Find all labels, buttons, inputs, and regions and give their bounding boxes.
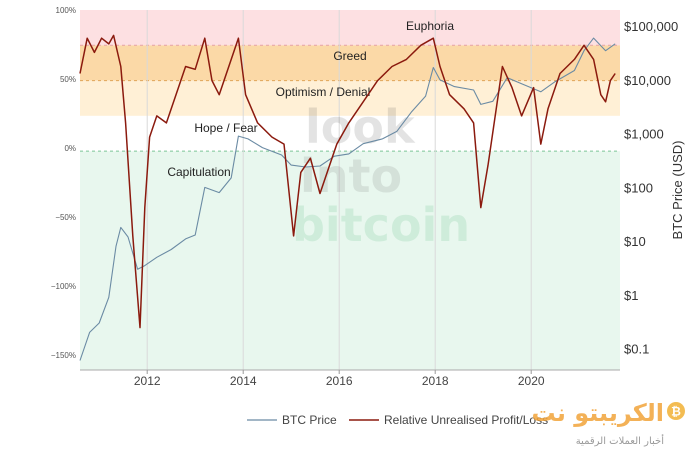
zone-label-capitulation: Capitulation <box>167 165 230 179</box>
series-lines <box>79 34 616 361</box>
watermark-line-2: into <box>300 149 402 203</box>
legend-label-rupl: Relative Unrealised Profit/Loss <box>384 413 548 427</box>
right-axis-ticks: $100,000 $10,000 $1,000 $100 $10 $1 $0.1 <box>624 19 678 356</box>
zone-band-euphoria <box>80 10 620 46</box>
alcryptonet-logo: ₿ الكريبتو نت أخبار العملات الرقمية <box>531 399 685 447</box>
zone-band-greed <box>80 45 620 81</box>
zone-band-capitulation <box>80 151 620 370</box>
right-tick-label: $100,000 <box>624 19 678 34</box>
right-tick-label: $0.1 <box>624 342 649 357</box>
right-tick-label: $100 <box>624 180 653 195</box>
left-tick-label: −100% <box>51 282 76 291</box>
x-axis-ticks: 2012 2014 2016 2018 2020 <box>134 370 545 388</box>
legend: BTC Price Relative Unrealised Profit/Los… <box>247 413 548 427</box>
series-line-btc-price <box>79 37 616 361</box>
legend-label-btc-price: BTC Price <box>282 413 337 427</box>
x-tick-label: 2012 <box>134 374 161 388</box>
x-tick-label: 2016 <box>326 374 353 388</box>
left-tick-label: 0% <box>64 144 76 153</box>
x-tick-label: 2020 <box>518 374 545 388</box>
watermark-line-3: bitcoin <box>292 198 470 252</box>
x-tick-label: 2014 <box>230 374 257 388</box>
right-tick-label: $1,000 <box>624 127 664 142</box>
left-tick-label: −150% <box>51 351 76 360</box>
bitcoin-symbol-icon: ₿ <box>671 405 681 419</box>
left-tick-label: −50% <box>55 213 76 222</box>
brand-name: الكريبتو نت <box>531 399 664 427</box>
legend-item-rupl[interactable]: Relative Unrealised Profit/Loss <box>349 413 548 427</box>
zone-label-euphoria: Euphoria <box>406 19 454 33</box>
brand-tagline: أخبار العملات الرقمية <box>576 434 665 447</box>
right-tick-label: $1 <box>624 288 638 303</box>
left-tick-label: 50% <box>60 75 76 84</box>
zone-labels: Euphoria Greed Optimism / Denial Hope / … <box>167 19 454 179</box>
zone-label-greed: Greed <box>333 49 366 63</box>
x-tick-label: 2018 <box>422 374 449 388</box>
legend-item-btc-price[interactable]: BTC Price <box>247 413 337 427</box>
left-tick-label: 100% <box>56 6 76 15</box>
right-tick-label: $10,000 <box>624 73 671 88</box>
bitcoin-coin-icon <box>667 402 685 420</box>
zone-label-optimism-denial: Optimism / Denial <box>276 85 371 99</box>
left-axis-ticks: 100% 50% 0% −50% −100% −150% <box>51 6 76 360</box>
right-axis-title: BTC Price (USD) <box>670 141 685 240</box>
right-tick-label: $10 <box>624 234 646 249</box>
series-line-rupl <box>79 34 616 329</box>
zone-label-hope-fear: Hope / Fear <box>194 121 257 135</box>
